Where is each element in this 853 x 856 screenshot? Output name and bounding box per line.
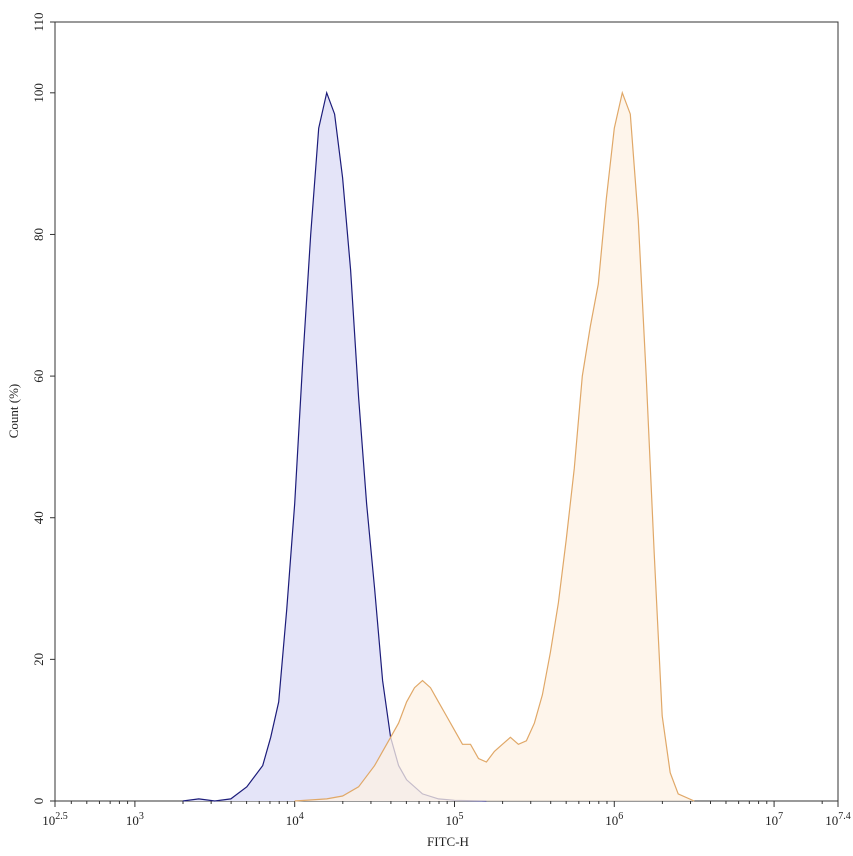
y-tick-label: 110 (31, 12, 46, 31)
x-tick-exponent: 5 (458, 811, 463, 822)
x-tick-exponent: 4 (299, 811, 304, 822)
x-tick-label: 104 (286, 811, 304, 828)
x-axis-title: FITC-H (427, 834, 469, 849)
x-tick-exponent: 3 (139, 811, 144, 822)
x-tick-exponent: 7.4 (838, 811, 851, 822)
y-tick-label: 100 (31, 83, 46, 103)
y-tick-label: 0 (31, 798, 46, 805)
x-tick-exponent: 6 (618, 811, 623, 822)
plot-frame (54, 21, 839, 802)
y-tick-label: 80 (31, 228, 46, 241)
y-tick-label: 40 (31, 511, 46, 524)
series-area (182, 92, 487, 802)
x-tick-base: 10 (605, 813, 618, 828)
y-tick-label: 60 (31, 370, 46, 383)
series-line (294, 90, 695, 802)
y-tick-label: 20 (31, 653, 46, 666)
y-axis-title: Count (%) (6, 384, 21, 439)
x-tick-label: 102.5 (42, 811, 68, 828)
x-tick-base: 10 (765, 813, 778, 828)
x-tick-base: 10 (286, 813, 299, 828)
series-area (294, 92, 695, 802)
x-tick-label: 106 (605, 811, 623, 828)
x-tick-base: 10 (42, 813, 55, 828)
x-tick-label: 107.4 (825, 811, 851, 828)
x-tick-base: 10 (825, 813, 838, 828)
x-tick-base: 10 (445, 813, 458, 828)
x-tick-base: 10 (126, 813, 139, 828)
x-tick-exponent: 7 (778, 811, 783, 822)
x-tick-label: 103 (126, 811, 144, 828)
x-tick-label: 107 (765, 811, 783, 828)
x-tick-exponent: 2.5 (55, 811, 68, 822)
x-tick-label: 105 (445, 811, 463, 828)
